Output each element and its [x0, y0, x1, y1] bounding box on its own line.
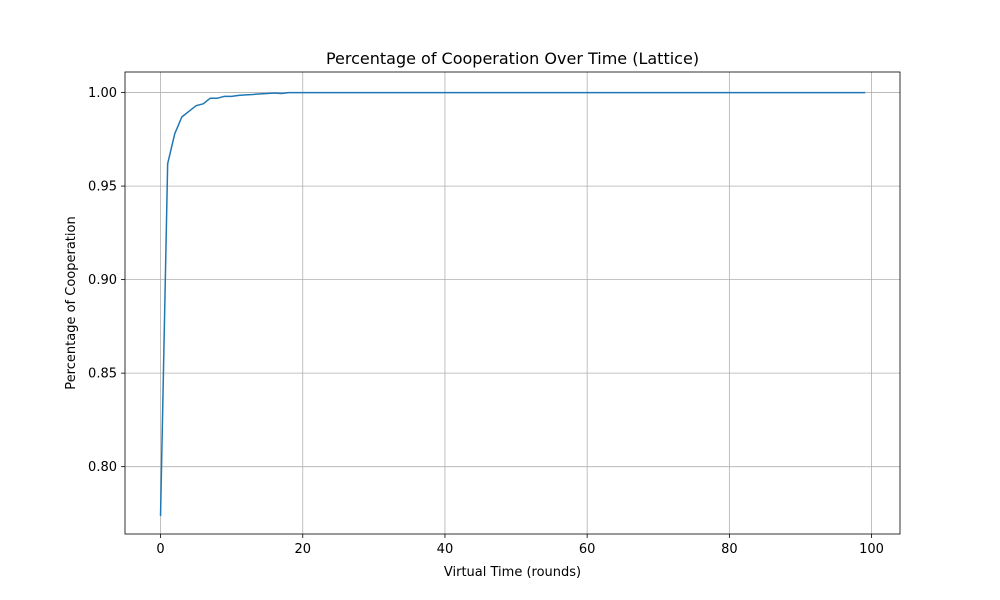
- y-axis: 0.80 0.85 0.90 0.95 1.00: [88, 86, 125, 475]
- y-tick-label: 0.95: [88, 180, 117, 195]
- x-axis-label: Virtual Time (rounds): [444, 565, 581, 580]
- x-axis: 0 20 40 60 80 100: [156, 534, 884, 557]
- y-axis-label: Percentage of Cooperation: [64, 216, 79, 389]
- series-layer: [159, 91, 866, 517]
- y-tick-label: 0.85: [88, 367, 117, 382]
- chart-title: Percentage of Cooperation Over Time (Lat…: [326, 49, 699, 68]
- x-tick-label: 40: [437, 542, 454, 557]
- y-tick-label: 0.90: [88, 273, 117, 288]
- x-tick-label: 0: [156, 542, 164, 557]
- plot-frame: [124, 71, 901, 535]
- x-tick-label: 100: [859, 542, 884, 557]
- y-tick-label: 1.00: [88, 86, 117, 101]
- x-tick-label: 60: [579, 542, 596, 557]
- plot-background: [125, 72, 900, 534]
- x-tick-label: 20: [294, 542, 311, 557]
- y-tick-label: 0.80: [88, 460, 117, 475]
- series-line: [159, 91, 866, 517]
- x-tick-label: 80: [721, 542, 738, 557]
